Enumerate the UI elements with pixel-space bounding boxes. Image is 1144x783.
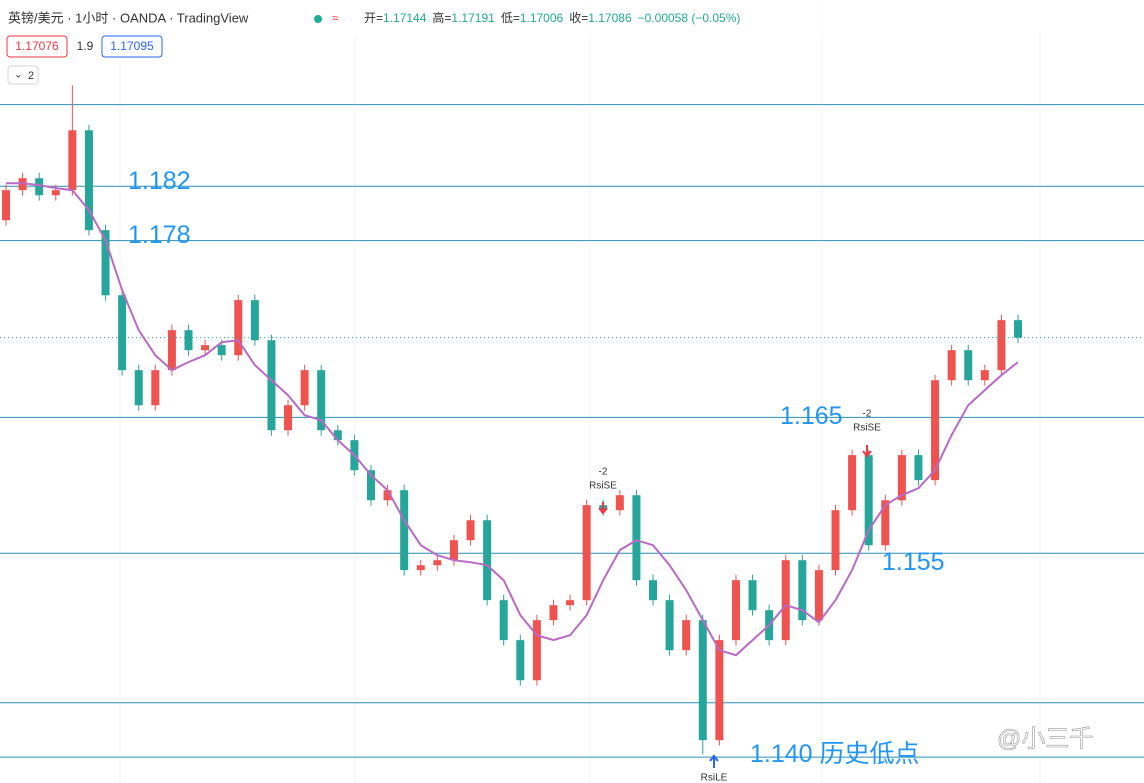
moving-average [6, 182, 1019, 657]
spread: 1.9 [77, 39, 94, 53]
candle-body [499, 600, 508, 641]
candle-body [383, 490, 392, 501]
chevron: ⌄ [14, 70, 22, 81]
candle-body [665, 600, 674, 651]
candle-body [731, 580, 740, 641]
candle-body [217, 345, 226, 356]
indicator-toggle[interactable] [7, 65, 39, 85]
ohlc: 开=1.17144 高=1.17191 低=1.17006 收=1.17086 −0.0… [364, 10, 740, 25]
candle-body [68, 130, 77, 191]
candle-body [449, 540, 458, 561]
candle-body [201, 345, 210, 351]
header-bg [0, 0, 1144, 34]
candle-body [84, 130, 93, 231]
signal-name: RsiSE [853, 423, 881, 434]
level-label: 1.155 [882, 548, 945, 576]
candle-body [814, 570, 823, 621]
level-label: 1.182 [128, 167, 191, 195]
candle-body [566, 600, 575, 606]
levels: 1.182 1.178 1.165 1.155 1.140 历史低点 [0, 104, 1144, 768]
candle-body [2, 190, 10, 221]
candle-body [416, 565, 425, 571]
candle-body [151, 370, 160, 406]
status-icon[interactable]: ≈ [332, 11, 339, 25]
indicator-count: 2 [28, 70, 34, 82]
candle-body [184, 330, 193, 351]
buy-price: 1.17095 [110, 39, 154, 53]
candle-body [134, 370, 143, 406]
signal-arrow [598, 502, 608, 515]
sell-price: 1.17076 [15, 39, 59, 53]
candle-body [549, 605, 558, 621]
level-label: 1.178 [128, 221, 191, 249]
ohlc-field: 开=1.17144 [364, 11, 427, 25]
symbol: 英镑/美元 · 1小时 · OANDA · TradingView [8, 10, 249, 25]
candle-body [848, 455, 857, 511]
candle-body [632, 495, 641, 581]
candle-body [947, 350, 956, 381]
signal-arrow [709, 754, 719, 768]
ma-layer [6, 182, 1019, 657]
candle-body [881, 500, 890, 546]
candle-body [51, 190, 60, 196]
candle-body [35, 178, 44, 196]
level-label: 1.165 [780, 402, 843, 430]
level-label: 1.140 历史低点 [750, 740, 920, 768]
signal-arrow [862, 445, 872, 458]
candle-body [118, 295, 127, 371]
candle-body [781, 560, 790, 641]
candle-body [914, 455, 923, 481]
signal-name: RsiSE [589, 481, 617, 492]
candle-body [234, 300, 243, 356]
grid [119, 0, 1041, 783]
candle-body [831, 510, 840, 571]
status-dot[interactable] [314, 15, 322, 23]
candle-body [433, 560, 442, 566]
ohlc-field: −0.00058 (−0.05%) [638, 11, 741, 25]
signal-qty: -2 [863, 409, 872, 420]
candle-body [250, 300, 259, 341]
candle-body [366, 470, 375, 501]
candle-body [798, 560, 807, 621]
candle-body [400, 490, 409, 571]
candle-body [582, 505, 591, 601]
candle-body [897, 455, 906, 501]
candle-body [466, 520, 475, 541]
candle-body [980, 370, 989, 381]
candle-body [532, 620, 541, 681]
candle-body [1014, 320, 1022, 338]
buy-box[interactable] [101, 35, 163, 58]
ohlc-field: 低=1.17006 [501, 11, 564, 25]
candle-body [964, 350, 973, 381]
watermark-logo [968, 728, 992, 752]
candle-body [300, 370, 309, 406]
candle-body [267, 340, 276, 431]
signal-qty: -2 [599, 467, 608, 478]
candle-body [317, 370, 326, 431]
signal-name: RsiLE [701, 773, 728, 783]
candle-body [864, 455, 873, 546]
candle-body [333, 430, 342, 441]
candle-body [649, 580, 658, 601]
candle-body [997, 320, 1006, 371]
ohlc-field: 收=1.17086 [569, 11, 632, 25]
ohlc-field: 高=1.17191 [432, 10, 495, 25]
candle-body [698, 620, 707, 741]
watermark: @小三千 [997, 725, 1093, 752]
candle-body [101, 230, 110, 296]
candle-body [516, 640, 525, 681]
candle-body [615, 495, 624, 511]
candle-body [483, 520, 492, 601]
candle-body [167, 330, 176, 371]
candle-body [682, 620, 691, 651]
candle-body [715, 640, 724, 741]
candle-body [931, 380, 940, 481]
candle-body [748, 580, 757, 611]
sell-box[interactable] [6, 35, 68, 58]
candle-body [284, 405, 293, 431]
